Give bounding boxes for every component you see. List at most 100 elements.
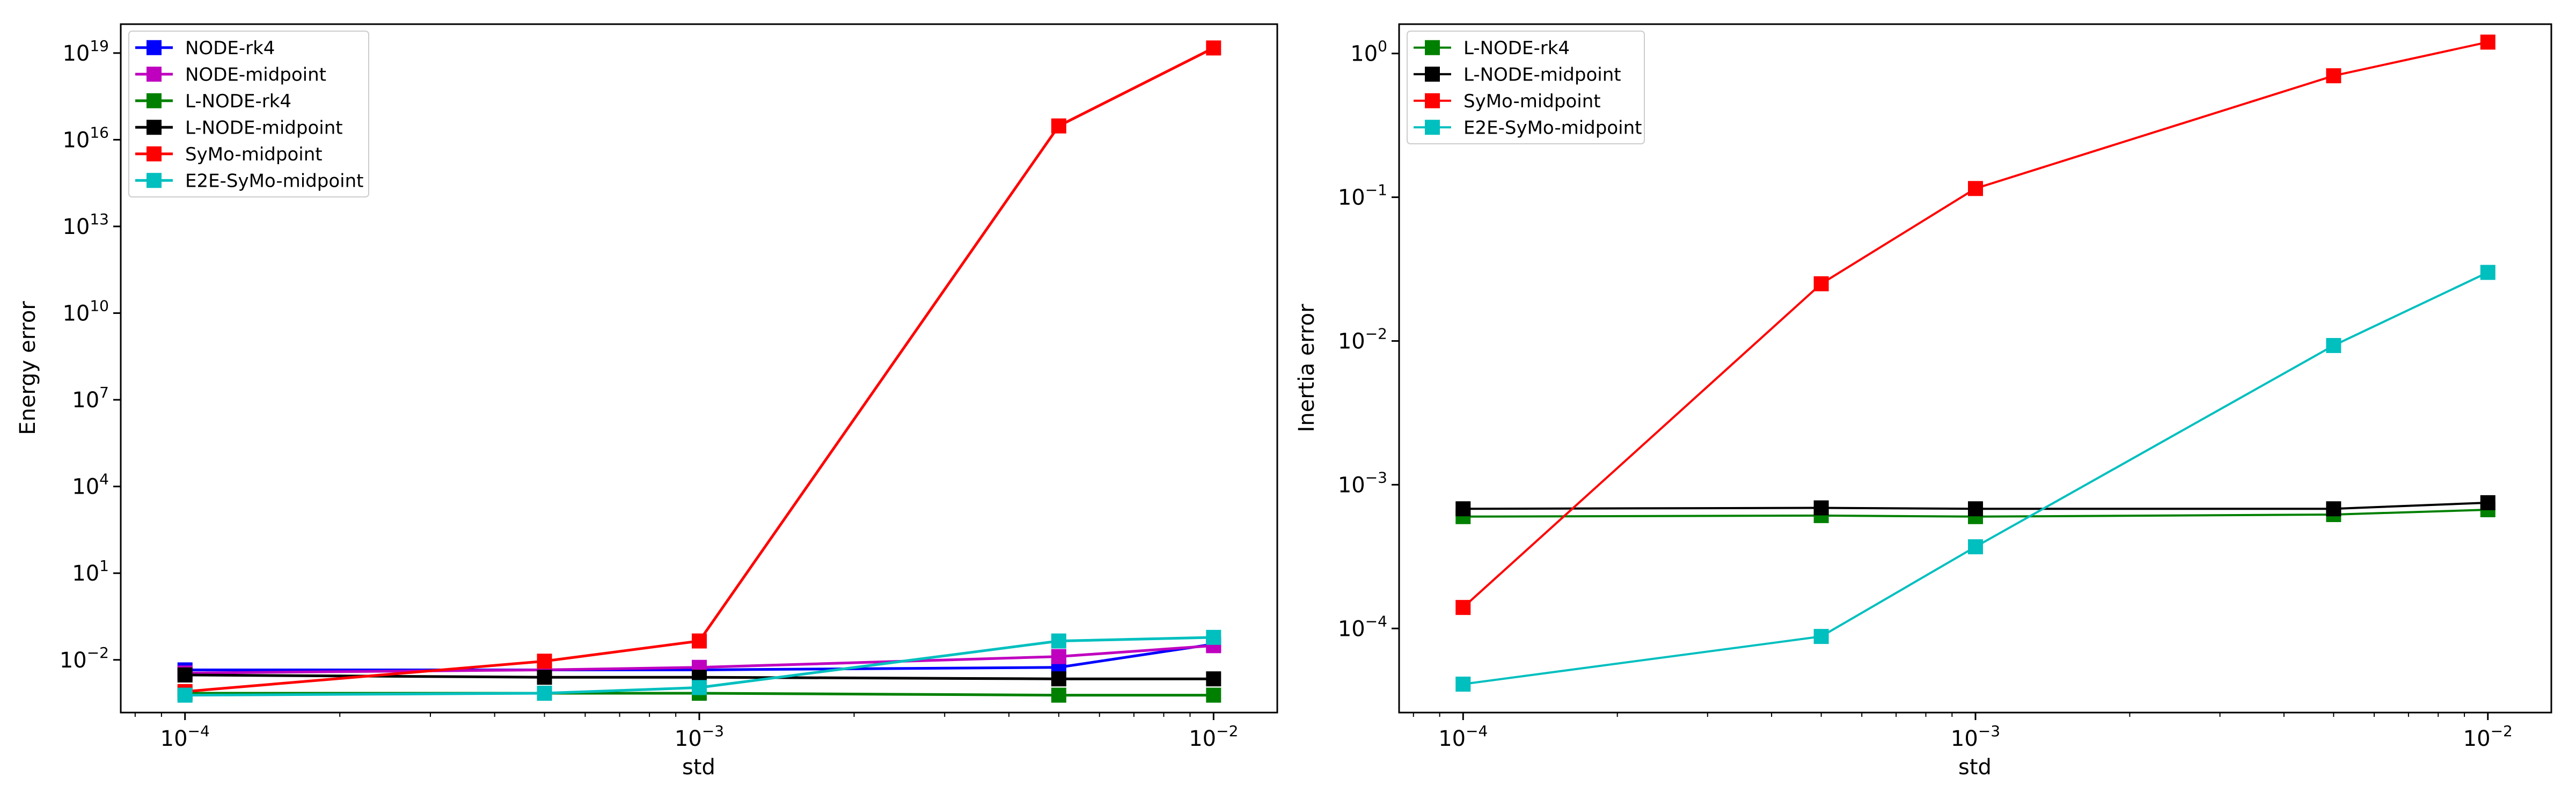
legend-label: SyMo-midpoint <box>185 144 323 165</box>
data-point-marker <box>692 633 707 649</box>
legend-label: E2E-SyMo-midpoint <box>185 170 363 192</box>
data-point-marker <box>1968 181 1984 196</box>
y-tick-label: 10−4 <box>1338 612 1387 641</box>
tick-base: 10 <box>62 215 90 239</box>
data-point-marker <box>177 667 193 683</box>
tick-base: 10 <box>1338 186 1365 210</box>
x-axis-label: std <box>1958 755 1992 780</box>
data-point-marker <box>1813 629 1829 644</box>
tick-base: 10 <box>72 475 99 500</box>
x-tick-label: 10−3 <box>1951 722 2000 751</box>
tick-exponent: −2 <box>1216 722 1238 740</box>
data-point-marker <box>692 680 707 695</box>
data-point-marker <box>1051 687 1066 703</box>
x-tick-label: 10−4 <box>160 722 210 751</box>
tick-exponent: −3 <box>1365 468 1387 486</box>
legend-label: L-NODE-rk4 <box>185 91 291 112</box>
data-point-marker <box>1455 600 1471 615</box>
legend-label: L-NODE-rk4 <box>1463 38 1570 59</box>
x-axis-label: std <box>682 755 715 780</box>
tick-base: 10 <box>72 388 99 413</box>
tick-exponent: −3 <box>1978 722 2000 740</box>
x-tick-label: 10−3 <box>675 722 724 751</box>
data-point-marker <box>1051 649 1066 664</box>
tick-exponent: 1 <box>99 557 109 575</box>
y-tick-label: 1016 <box>62 123 109 152</box>
tick-base: 10 <box>1350 42 1378 67</box>
tick-base: 10 <box>1338 473 1365 497</box>
x-tick-label: 10−2 <box>1189 722 1238 751</box>
legend-marker <box>147 173 162 188</box>
data-point-marker <box>1051 671 1066 687</box>
y-tick-label: 10−1 <box>1338 181 1387 210</box>
legend-marker <box>147 120 162 135</box>
data-point-marker <box>1206 687 1221 703</box>
tick-base: 10 <box>72 561 99 586</box>
tick-exponent: 4 <box>99 471 109 488</box>
tick-exponent: 16 <box>90 123 109 141</box>
tick-base: 10 <box>1189 727 1216 751</box>
data-point-marker <box>537 685 552 701</box>
legend-marker <box>1425 40 1440 55</box>
data-point-marker <box>1051 633 1066 649</box>
tick-exponent: −4 <box>1466 722 1488 740</box>
data-point-marker <box>2326 501 2341 517</box>
data-point-marker <box>1813 500 1829 516</box>
tick-exponent: 19 <box>90 37 109 55</box>
tick-base: 10 <box>62 302 90 326</box>
data-point-marker <box>1206 40 1221 56</box>
tick-exponent: 0 <box>1378 38 1387 55</box>
tick-base: 10 <box>60 648 87 673</box>
tick-base: 10 <box>1338 617 1365 641</box>
legend-marker <box>1425 93 1440 108</box>
series-line-e2e-symo-midpoint <box>1463 271 2489 685</box>
y-tick-label: 10−2 <box>1338 325 1387 354</box>
y-tick-label: 1013 <box>62 210 109 239</box>
tick-exponent: −2 <box>1365 325 1387 342</box>
legend-marker <box>147 146 162 162</box>
data-point-marker <box>537 654 552 669</box>
data-point-marker <box>1813 276 1829 291</box>
data-point-marker <box>1051 118 1066 134</box>
y-axis-label: Energy error <box>16 301 40 435</box>
data-point-marker <box>537 670 552 685</box>
x-tick-label: 10−4 <box>1438 722 1488 751</box>
legend-box <box>1407 31 1645 144</box>
y-tick-label: 1019 <box>62 37 109 66</box>
legend-label: L-NODE-midpoint <box>1463 64 1621 85</box>
tick-exponent: −4 <box>1365 612 1387 630</box>
y-tick-label: 104 <box>72 471 109 500</box>
y-tick-label: 10−3 <box>1338 468 1387 497</box>
legend-box <box>128 31 369 197</box>
data-point-marker <box>2480 34 2496 50</box>
data-point-marker <box>177 687 193 703</box>
legend-marker <box>1425 120 1440 135</box>
legend-label: L-NODE-midpoint <box>185 117 343 138</box>
tick-base: 10 <box>1951 727 1978 751</box>
legend-marker <box>147 67 162 82</box>
energy-error-chart: Energy error std 10−4 10−3 10−210−21011041… <box>16 23 1278 780</box>
tick-exponent: −2 <box>2491 722 2513 740</box>
tick-exponent: −4 <box>188 722 210 740</box>
tick-exponent: 10 <box>90 297 109 315</box>
tick-base: 10 <box>675 727 702 751</box>
legend-marker <box>1425 67 1440 82</box>
y-axis-label: Inertia error <box>1294 304 1319 432</box>
tick-base: 10 <box>62 128 90 152</box>
legend-label: E2E-SyMo-midpoint <box>1463 117 1642 138</box>
tick-base: 10 <box>2463 727 2491 751</box>
y-tick-label: 107 <box>72 384 109 413</box>
data-point-marker <box>1968 539 1984 555</box>
tick-base: 10 <box>1438 727 1466 751</box>
legend-label: NODE-rk4 <box>185 38 275 59</box>
data-point-marker <box>2480 495 2496 510</box>
tick-exponent: −3 <box>702 722 724 740</box>
inertia-error-chart: Inertia error std 10−4 10−3 10−210−410−310… <box>1294 23 2552 780</box>
legend-marker <box>147 93 162 108</box>
y-tick-label: 100 <box>1350 38 1387 67</box>
legend-marker <box>147 40 162 55</box>
data-point-marker <box>1206 671 1221 687</box>
data-point-marker <box>2326 68 2341 84</box>
